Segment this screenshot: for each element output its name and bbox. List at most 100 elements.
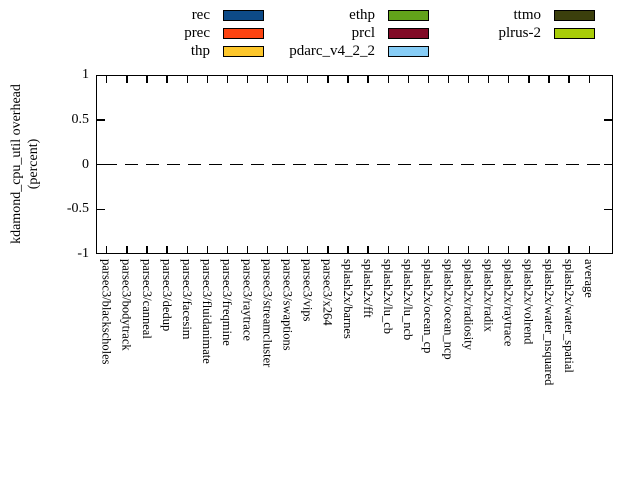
x-tick-mark-bottom bbox=[307, 246, 309, 253]
x-tick-mark-top bbox=[528, 76, 530, 83]
x-tick-label: parsec3/facesim bbox=[180, 259, 194, 340]
x-tick-mark-top bbox=[508, 76, 510, 83]
x-tick-mark-bottom bbox=[347, 246, 349, 253]
zero-baseline bbox=[104, 163, 604, 166]
x-tick-mark-top bbox=[467, 76, 470, 83]
y-tick-mark-left bbox=[97, 164, 105, 166]
x-tick-mark-bottom bbox=[146, 246, 148, 253]
x-tick-mark-top bbox=[186, 76, 188, 83]
x-tick-label: splash2x/raytrace bbox=[501, 259, 516, 347]
x-tick-label: parsec3/canneal bbox=[139, 259, 154, 339]
x-tick-mark-bottom bbox=[266, 246, 269, 253]
x-tick-mark-top bbox=[146, 76, 148, 83]
y-tick-label: -1 bbox=[77, 246, 89, 261]
x-tick-mark-bottom bbox=[588, 246, 590, 253]
legend-label: thp bbox=[190, 43, 210, 59]
plot-area bbox=[96, 75, 613, 254]
x-tick-mark-top bbox=[588, 76, 590, 83]
x-tick-label: parsec3/bodytrack bbox=[119, 259, 134, 351]
legend-swatch bbox=[223, 28, 264, 39]
x-tick-mark-bottom bbox=[447, 246, 450, 253]
x-tick-mark-bottom bbox=[528, 246, 530, 253]
x-tick-label: splash2x/volrend bbox=[521, 259, 536, 345]
x-tick-label: splash2x/barnes bbox=[340, 259, 355, 339]
x-tick-mark-top bbox=[226, 76, 229, 83]
x-tick-mark-bottom bbox=[367, 246, 369, 253]
x-tick-mark-top bbox=[568, 76, 570, 83]
x-tick-mark-bottom bbox=[427, 246, 430, 253]
x-tick-mark-top bbox=[488, 76, 490, 83]
x-tick-mark-top bbox=[347, 76, 349, 83]
legend-label: prcl bbox=[351, 25, 375, 41]
legend-swatch bbox=[223, 10, 264, 21]
x-tick-label: parsec3/dedup bbox=[159, 259, 174, 332]
x-tick-mark-top bbox=[367, 76, 369, 83]
x-tick-label: splash2x/radiosity bbox=[461, 259, 476, 350]
x-tick-mark-top bbox=[106, 76, 108, 83]
x-tick-mark-top bbox=[407, 76, 409, 83]
x-tick-mark-bottom bbox=[287, 246, 289, 253]
legend-label: rec bbox=[191, 7, 210, 23]
x-tick-mark-bottom bbox=[327, 246, 329, 253]
x-tick-label: splash2x/lu_ncb bbox=[401, 259, 416, 341]
x-tick-mark-top bbox=[447, 76, 450, 83]
x-tick-label: parsec3/fluidanimate bbox=[200, 259, 215, 364]
legend-label: plrus-2 bbox=[498, 25, 542, 41]
y-tick-mark-right bbox=[604, 164, 612, 166]
x-tick-label: splash2x/fft bbox=[360, 259, 375, 318]
legend-swatch bbox=[388, 10, 429, 21]
x-tick-mark-bottom bbox=[226, 246, 229, 253]
y-tick-label: 1 bbox=[82, 67, 89, 82]
x-tick-mark-top bbox=[287, 76, 289, 83]
x-tick-label: parsec3/blackscholes bbox=[99, 259, 114, 365]
legend-swatch bbox=[554, 10, 595, 21]
x-tick-label: splash2x/ocean_ncp bbox=[441, 259, 456, 360]
y-axis-title-line1: kdamond_cpu_util overhead bbox=[9, 84, 24, 244]
legend-swatch bbox=[388, 28, 429, 39]
x-tick-label: splash2x/ocean_cp bbox=[421, 259, 436, 354]
x-tick-mark-bottom bbox=[126, 246, 128, 253]
x-tick-mark-top bbox=[327, 76, 329, 83]
x-tick-mark-bottom bbox=[106, 246, 108, 253]
legend-swatch bbox=[554, 28, 595, 39]
x-tick-mark-bottom bbox=[407, 246, 409, 253]
x-tick-label: parsec3/vips bbox=[300, 259, 315, 322]
x-tick-mark-bottom bbox=[568, 246, 570, 253]
x-tick-label: average bbox=[582, 259, 596, 298]
x-tick-label: parsec3/freqmine bbox=[220, 259, 235, 346]
legend-label: ethp bbox=[349, 7, 375, 23]
x-tick-label: splash2x/radix bbox=[481, 259, 496, 332]
legend-label: ttmo bbox=[513, 7, 541, 23]
x-tick-mark-top bbox=[427, 76, 430, 83]
x-tick-mark-bottom bbox=[246, 246, 249, 253]
legend-swatch bbox=[388, 46, 429, 57]
y-tick-label: 0 bbox=[82, 156, 89, 172]
legend-label: prec bbox=[184, 25, 210, 41]
x-tick-mark-bottom bbox=[166, 246, 168, 253]
y-tick-mark-left bbox=[97, 119, 105, 121]
x-tick-label: parsec3/swaptions bbox=[280, 259, 295, 351]
x-tick-mark-top bbox=[548, 76, 550, 83]
x-tick-mark-top bbox=[387, 76, 389, 83]
x-tick-label: parsec3/x264 bbox=[320, 259, 335, 326]
legend-swatch bbox=[223, 46, 264, 57]
x-tick-mark-top bbox=[166, 76, 168, 83]
x-tick-mark-bottom bbox=[186, 246, 188, 253]
x-tick-mark-bottom bbox=[206, 246, 208, 253]
y-tick-mark-right bbox=[604, 208, 612, 211]
x-tick-mark-top bbox=[307, 76, 309, 83]
x-tick-mark-bottom bbox=[467, 246, 470, 253]
y-tick-mark-right bbox=[604, 119, 612, 121]
y-tick-label: -0.5 bbox=[66, 201, 89, 217]
x-tick-label: parsec3/streamcluster bbox=[260, 259, 275, 368]
x-tick-label: parsec3/raytrace bbox=[240, 259, 255, 341]
x-tick-mark-top bbox=[206, 76, 208, 83]
x-tick-label: splash2x/lu_cb bbox=[381, 259, 395, 334]
y-tick-mark-left bbox=[97, 208, 105, 211]
legend-label: pdarc_v4_2_2 bbox=[289, 43, 375, 59]
x-tick-mark-top bbox=[266, 76, 269, 83]
x-tick-mark-bottom bbox=[548, 246, 550, 253]
x-tick-label: splash2x/water_spatial bbox=[561, 259, 576, 373]
x-tick-mark-bottom bbox=[508, 246, 510, 253]
